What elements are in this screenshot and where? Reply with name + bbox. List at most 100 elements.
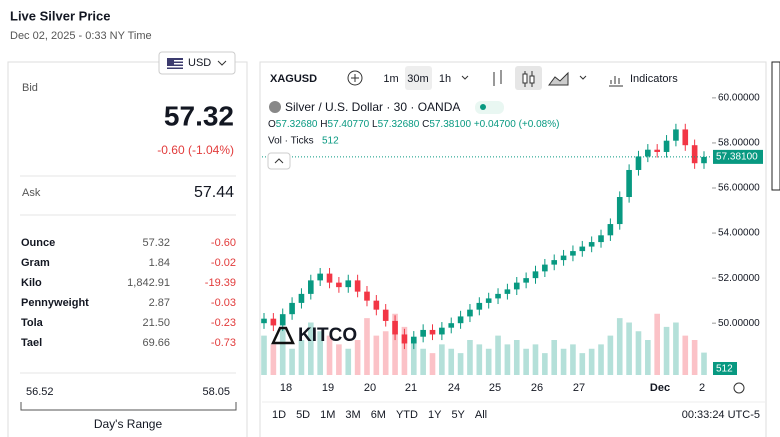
range-high: 58.05 [202, 386, 230, 398]
volume-bar [270, 344, 277, 375]
row-change: -0.03 [211, 297, 236, 309]
range-button[interactable]: 3M [345, 409, 360, 421]
candle-body [551, 260, 558, 265]
chevron [274, 158, 284, 164]
x-tick-label: 27 [573, 382, 585, 394]
volume-bar [635, 331, 642, 375]
logo-mark [271, 326, 295, 345]
candle-body [401, 334, 408, 344]
add-symbol[interactable] [347, 70, 363, 86]
candle-body [560, 255, 567, 261]
ohlc-key: L [372, 119, 378, 130]
candle-body [588, 242, 595, 247]
candle-body [345, 280, 352, 288]
range-buttons: 1D 5D 1M 3M 6M YTD 1Y 5Y All [272, 409, 487, 421]
row-name: Gram [21, 257, 50, 269]
candle-body [326, 273, 333, 283]
volume-bar [429, 353, 436, 375]
candle-body [270, 318, 277, 326]
ask-label: Ask [22, 187, 41, 199]
x-tick-label: 24 [448, 382, 460, 394]
volume-bar [645, 340, 651, 375]
range-low: 56.52 [26, 386, 54, 398]
page-title: Live Silver Price [10, 8, 110, 23]
range-button[interactable]: 1M [320, 409, 335, 421]
x-tick-label: 19 [322, 382, 334, 394]
candle-body [420, 329, 426, 337]
volume-tag [713, 362, 737, 375]
ask-price: 57.44 [194, 184, 234, 201]
ohlc-key: H [320, 119, 327, 130]
candle-body [691, 145, 698, 164]
range-button[interactable]: 6M [371, 409, 386, 421]
row-price: 1.84 [149, 257, 170, 269]
row-name: Kilo [21, 277, 42, 289]
range-button[interactable]: 1D [272, 409, 286, 421]
candle-body [673, 129, 679, 141]
ohlc-value: 57.38100 [429, 119, 471, 130]
volume-bar [513, 340, 520, 375]
volume-bar [457, 353, 464, 375]
area-icon[interactable] [548, 71, 569, 86]
flag-stripe [174, 60, 183, 62]
interval[interactable]: 1h [439, 73, 451, 85]
candle-body [513, 282, 520, 290]
range-label: Day's Range [94, 417, 163, 431]
volume-bar [654, 313, 660, 375]
settings-icon[interactable] [733, 382, 745, 394]
candle-body [410, 336, 417, 344]
candle-body [579, 246, 586, 252]
last-price-label: 57.38100 [716, 152, 758, 163]
range-button[interactable]: 5D [296, 409, 310, 421]
collapse-button[interactable] [267, 152, 291, 170]
status-badge [475, 101, 504, 114]
ohlc-legend: O57.32680 H57.40770 L57.32680 C57.38100 … [268, 119, 559, 130]
candle-body [645, 149, 651, 157]
candle-body [570, 251, 576, 256]
volume-bar [701, 352, 707, 375]
symbol[interactable]: XAGUSD [270, 73, 317, 85]
active-interval [405, 66, 432, 90]
range-bar [20, 402, 237, 411]
volume-bar [279, 326, 286, 375]
volume-bar [682, 335, 689, 375]
volume-bar [448, 348, 455, 375]
range-button[interactable]: 1Y [428, 409, 442, 421]
compare-icon[interactable] [493, 70, 502, 86]
indicators[interactable]: Indicators [630, 73, 678, 85]
candle-body [298, 293, 305, 303]
volume-bar [504, 344, 511, 375]
volume-bar [261, 335, 267, 375]
candle-body [663, 140, 670, 152]
y-tick-label: 56.00000 [718, 183, 760, 194]
interval[interactable]: 30m [407, 73, 428, 85]
candle-body [654, 149, 660, 152]
range-button[interactable]: All [475, 409, 487, 421]
flag-stripe [167, 66, 183, 68]
volume-bar [345, 348, 352, 375]
ohlc-key: O [268, 119, 276, 130]
candle-body [701, 156, 707, 164]
x-tick-label: 21 [405, 382, 417, 394]
row-price: 21.50 [142, 317, 170, 329]
range-button[interactable]: 5Y [451, 409, 465, 421]
row-name: Pennyweight [21, 297, 89, 309]
x-tick-label: 25 [489, 382, 501, 394]
row-name: Tael [21, 337, 42, 349]
candle-body [317, 273, 323, 281]
y-tick-label: 54.00000 [718, 228, 760, 239]
volume-bar [401, 326, 408, 375]
interval[interactable]: 1m [383, 73, 398, 85]
volume-bar [598, 344, 604, 375]
row-change: -0.23 [211, 317, 236, 329]
volume-bar [476, 344, 483, 375]
candle-type[interactable] [515, 66, 542, 90]
row-change: -0.60 [211, 237, 236, 249]
row-change: -0.02 [211, 257, 236, 269]
range-button[interactable]: YTD [396, 409, 418, 421]
candle-body [364, 291, 370, 301]
chevron [579, 75, 587, 80]
row-price: 57.32 [142, 237, 170, 249]
candle-body [467, 309, 473, 317]
